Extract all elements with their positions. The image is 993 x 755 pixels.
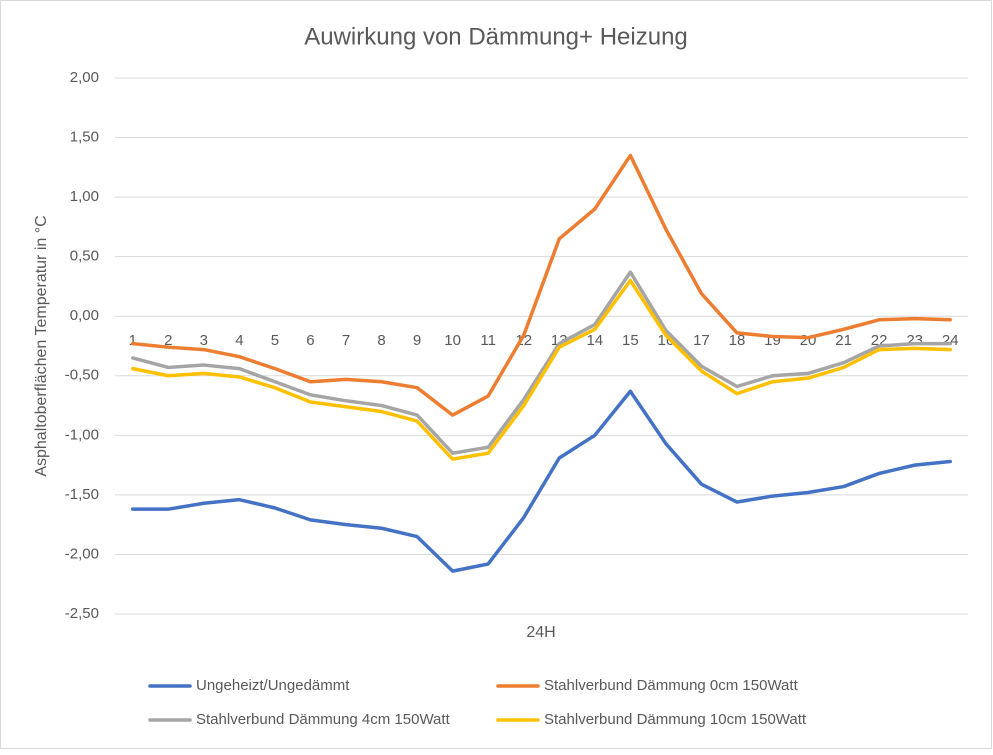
legend-label: Stahlverbund Dämmung 4cm 150Watt bbox=[196, 711, 451, 728]
y-tick-label: 0,50 bbox=[70, 248, 99, 265]
y-tick-label: -2,50 bbox=[65, 605, 99, 622]
x-tick-label: 2 bbox=[164, 332, 172, 349]
x-tick-label: 6 bbox=[306, 332, 314, 349]
legend-label: Ungeheizt/Ungedämmt bbox=[196, 677, 350, 694]
x-tick-label: 9 bbox=[413, 332, 421, 349]
x-tick-label: 5 bbox=[271, 332, 279, 349]
y-tick-label: -1,50 bbox=[65, 486, 99, 503]
legend-label: Stahlverbund Dämmung 10cm 150Watt bbox=[544, 711, 807, 728]
chart-title: Auwirkung von Dämmung+ Heizung bbox=[304, 23, 688, 50]
x-tick-label: 14 bbox=[586, 332, 603, 349]
y-tick-label: -0,50 bbox=[65, 367, 99, 384]
x-tick-label: 3 bbox=[200, 332, 208, 349]
x-axis-label: 24H bbox=[526, 624, 555, 641]
series-line bbox=[131, 270, 952, 455]
x-tick-label: 4 bbox=[235, 332, 243, 349]
x-tick-label: 18 bbox=[729, 332, 746, 349]
x-tick-label: 15 bbox=[622, 332, 639, 349]
y-tick-label: 1,50 bbox=[70, 129, 99, 146]
x-tick-label: 7 bbox=[342, 332, 350, 349]
y-tick-label: 1,00 bbox=[70, 188, 99, 205]
y-axis-label: Asphaltoberflächen Temperatur in °C bbox=[33, 215, 50, 476]
x-tick-label: 10 bbox=[444, 332, 461, 349]
x-tick-label: 8 bbox=[377, 332, 385, 349]
x-tick-label: 1 bbox=[129, 332, 137, 349]
legend-label: Stahlverbund Dämmung 0cm 150Watt bbox=[544, 677, 799, 694]
series-line bbox=[131, 278, 952, 461]
y-tick-label: 2,00 bbox=[70, 69, 99, 86]
x-tick-label: 17 bbox=[693, 332, 710, 349]
y-tick-label: -2,00 bbox=[65, 545, 99, 562]
x-tick-label: 21 bbox=[835, 332, 852, 349]
x-tick-label: 11 bbox=[480, 332, 496, 349]
series-line bbox=[131, 389, 952, 573]
y-tick-label: 0,00 bbox=[70, 307, 99, 324]
x-tick-label: 24 bbox=[942, 332, 959, 349]
y-tick-label: -1,00 bbox=[65, 426, 99, 443]
series-line bbox=[131, 153, 952, 417]
